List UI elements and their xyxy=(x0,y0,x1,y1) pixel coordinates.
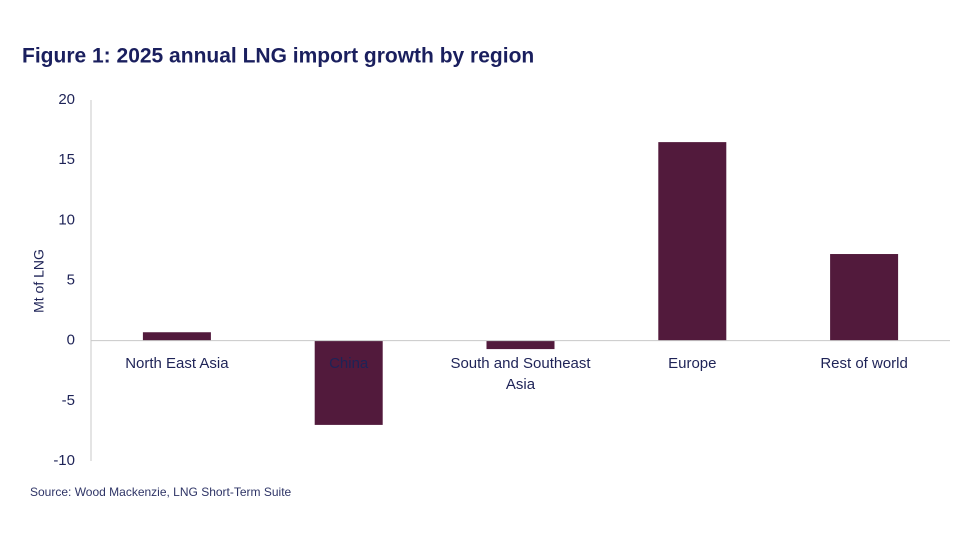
x-tick-label: China xyxy=(329,354,369,372)
x-tick-label: Europe xyxy=(668,354,717,372)
y-tick-label: 20 xyxy=(58,91,75,108)
bar xyxy=(830,254,899,341)
bar xyxy=(142,332,211,341)
x-tick-label: South and Southeast Asia xyxy=(450,354,591,393)
y-tick-label: 10 xyxy=(58,211,75,228)
y-tick-label: 15 xyxy=(58,151,75,168)
x-tick-label: North East Asia xyxy=(125,354,229,372)
bar xyxy=(486,340,555,350)
y-tick-label: -5 xyxy=(62,392,75,409)
bar xyxy=(314,340,383,425)
y-axis-label: Mt of LNG xyxy=(31,249,47,313)
source-note: Source: Wood Mackenzie, LNG Short-Term S… xyxy=(30,485,292,499)
y-tick-label: -10 xyxy=(53,452,75,469)
chart-title: Figure 1: 2025 annual LNG import growth … xyxy=(22,45,534,68)
y-tick-label: 5 xyxy=(67,271,75,288)
y-tick-label: 0 xyxy=(67,332,75,349)
x-tick-label: Rest of world xyxy=(820,354,908,372)
bar xyxy=(658,142,727,341)
